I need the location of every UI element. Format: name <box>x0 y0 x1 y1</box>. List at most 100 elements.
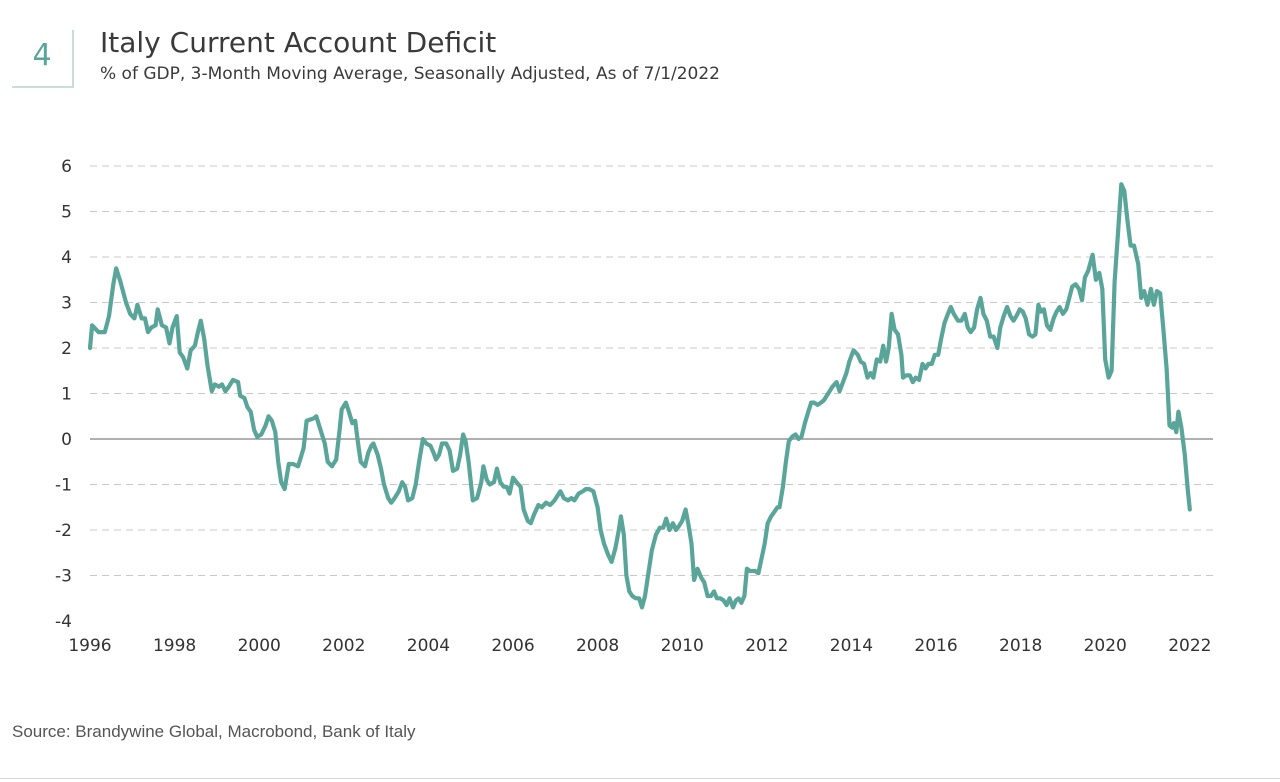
data-point <box>314 414 318 418</box>
data-point <box>760 555 764 559</box>
data-point <box>1132 244 1136 248</box>
data-point <box>291 462 295 466</box>
data-point <box>646 571 651 575</box>
gridlines <box>90 165 1213 576</box>
data-point <box>505 485 509 489</box>
data-point <box>667 528 672 532</box>
data-point <box>748 569 752 573</box>
data-point <box>1155 289 1159 293</box>
data-point <box>933 353 937 357</box>
data-point <box>492 480 496 484</box>
line-chart: 6 5 4 3 2 1 0 -1 -2 -3 -4 1996 1998 2000 2002 2004 2006… <box>55 157 1213 656</box>
data-point <box>884 360 888 364</box>
data-point <box>806 410 810 414</box>
data-point <box>643 594 647 598</box>
data-point <box>287 462 291 466</box>
y-tick-label: 5 <box>61 203 72 223</box>
data-point <box>536 503 541 507</box>
data-point <box>878 360 882 364</box>
bottom-divider <box>0 778 1280 779</box>
data-point <box>558 489 563 493</box>
data-point <box>196 330 200 334</box>
x-tick-label: 2008 <box>576 636 619 656</box>
data-point <box>784 460 788 464</box>
data-point <box>529 521 533 525</box>
data-point <box>356 439 360 443</box>
data-point <box>794 432 798 437</box>
data-point <box>702 580 706 584</box>
data-point <box>311 416 315 421</box>
data-point <box>555 494 560 498</box>
data-point <box>1170 426 1174 430</box>
data-point <box>799 435 804 439</box>
data-point <box>1119 182 1123 186</box>
data-point <box>206 364 210 368</box>
data-point <box>1139 296 1143 300</box>
data-point <box>715 596 719 600</box>
data-point <box>939 337 943 341</box>
data-point <box>359 460 363 464</box>
data-point <box>742 594 747 598</box>
data-point <box>548 503 552 507</box>
data-point <box>731 605 735 610</box>
data-point <box>403 485 407 489</box>
data-point <box>959 319 964 323</box>
data-point <box>787 439 791 443</box>
data-point <box>1008 314 1013 318</box>
data-point <box>135 303 139 307</box>
data-point <box>972 325 976 330</box>
figure-number-badge: 4 <box>12 30 74 88</box>
data-point <box>544 501 548 505</box>
data-point <box>952 312 956 316</box>
data-point <box>488 482 492 487</box>
data-point <box>664 517 668 521</box>
data-point <box>382 482 386 487</box>
data-point <box>326 460 330 464</box>
data-point <box>386 496 390 500</box>
data-point <box>410 496 414 500</box>
y-tick-label: 2 <box>61 339 72 359</box>
data-point <box>981 312 986 316</box>
data-point <box>1058 305 1062 309</box>
series-line <box>87 182 1192 610</box>
data-point <box>264 423 268 427</box>
data-point <box>1129 244 1133 248</box>
data-point <box>640 605 644 610</box>
data-point <box>353 419 357 423</box>
data-point <box>978 296 983 300</box>
data-point <box>118 280 123 284</box>
data-point <box>847 360 851 364</box>
x-tick-label: 2000 <box>238 636 281 656</box>
y-tick-label: -2 <box>55 521 72 541</box>
x-tick-label: 2010 <box>661 636 704 656</box>
data-point <box>562 496 566 500</box>
data-point <box>114 266 118 270</box>
data-point <box>599 528 603 532</box>
data-point <box>637 596 641 600</box>
data-point <box>875 357 879 361</box>
data-point <box>255 435 259 439</box>
data-point <box>270 419 274 423</box>
data-point <box>389 501 393 505</box>
data-point <box>881 344 885 348</box>
data-point <box>424 441 428 446</box>
data-point <box>1067 296 1071 300</box>
data-point <box>132 316 136 320</box>
data-point <box>245 405 249 409</box>
data-point <box>781 485 785 489</box>
data-point <box>143 316 147 320</box>
data-point <box>988 335 992 339</box>
x-tick-label: 1996 <box>68 636 111 656</box>
data-point <box>406 498 410 502</box>
data-point <box>896 332 900 336</box>
figure-number: 4 <box>32 38 52 73</box>
data-point <box>511 476 515 480</box>
data-point <box>1080 298 1084 302</box>
data-point <box>167 341 172 345</box>
data-point <box>279 480 283 484</box>
data-point <box>1158 291 1162 295</box>
data-point <box>569 496 574 500</box>
data-point <box>914 376 918 380</box>
x-tick-label: 2006 <box>491 636 534 656</box>
data-point <box>1011 319 1016 323</box>
